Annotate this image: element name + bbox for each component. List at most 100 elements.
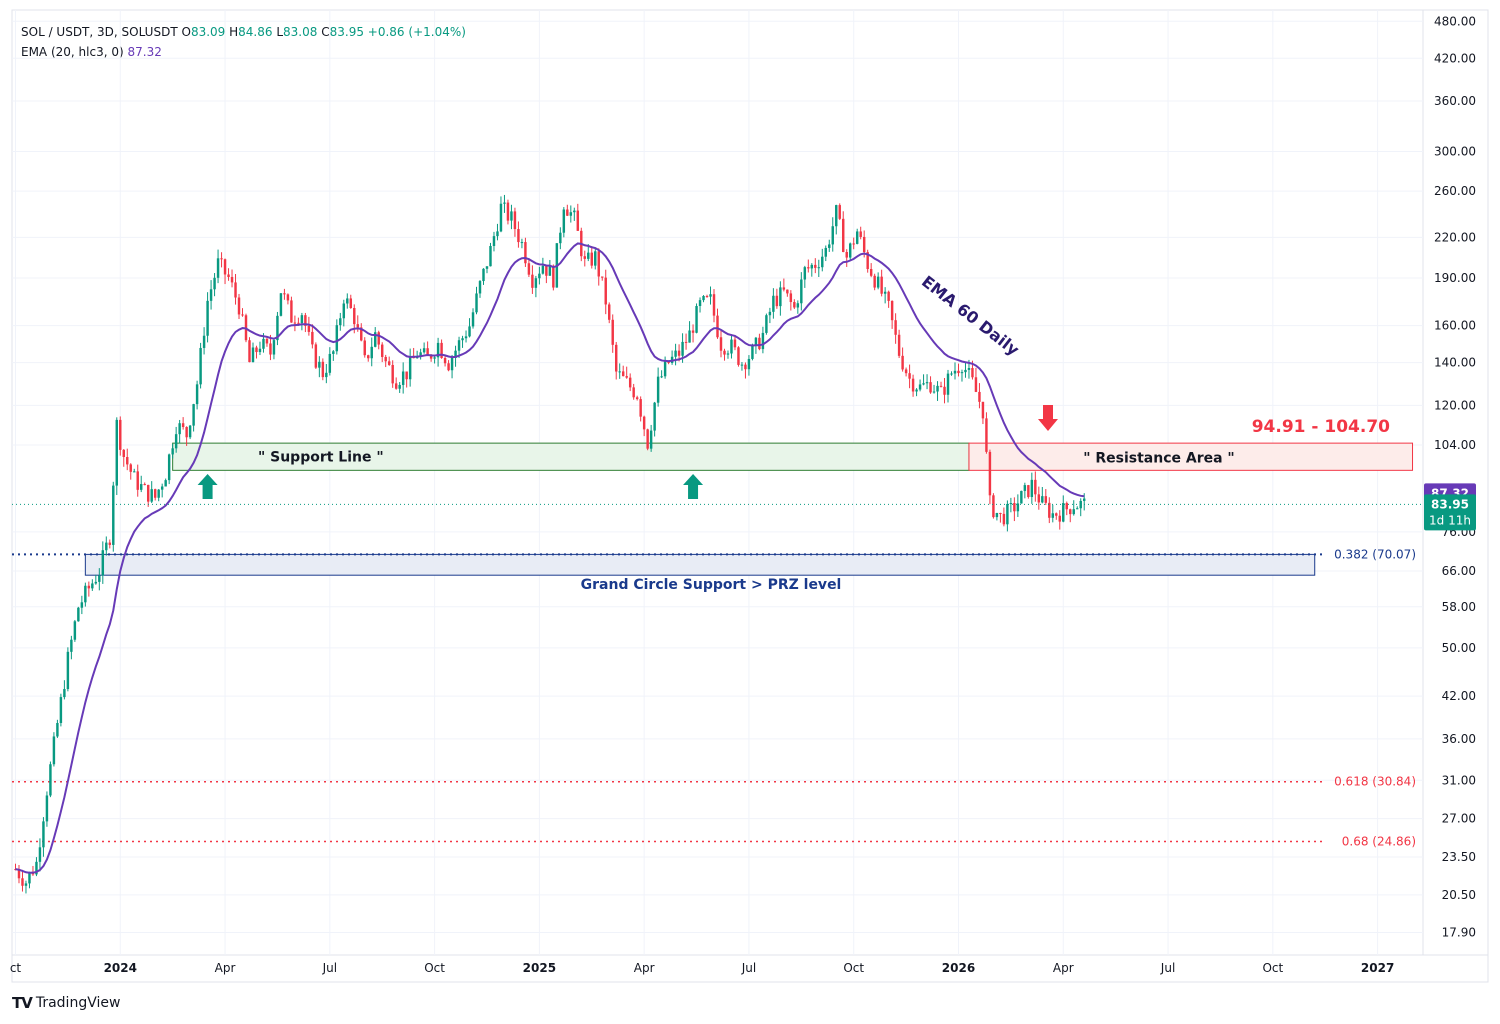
candle-body xyxy=(192,404,195,426)
tradingview-logo[interactable]: 𝗧𝗩 TradingView xyxy=(12,994,120,1012)
candle-down xyxy=(447,360,450,372)
candle-body xyxy=(684,341,688,343)
candle-body xyxy=(356,324,359,328)
candle-up xyxy=(335,319,339,355)
candle-up xyxy=(167,453,171,485)
candle-up xyxy=(876,272,880,290)
y-tick-label: 42.00 xyxy=(1442,689,1476,703)
candle-body xyxy=(119,419,122,450)
candle-up xyxy=(653,401,656,437)
candle-up xyxy=(38,838,42,872)
candle-body xyxy=(873,275,876,288)
candle-down xyxy=(929,376,932,394)
x-tick-label: Jul xyxy=(1160,961,1175,975)
candle-body xyxy=(576,210,580,231)
candle-body xyxy=(66,651,70,690)
candle-body xyxy=(178,423,181,435)
candle-down xyxy=(635,395,639,401)
candle-body xyxy=(419,352,422,357)
candle-body xyxy=(454,350,457,358)
candle-body xyxy=(800,279,803,304)
candle-body xyxy=(751,345,754,359)
candle-up xyxy=(80,595,84,615)
candle-body xyxy=(590,252,593,266)
candle-body xyxy=(793,302,796,308)
x-tick-label: Jul xyxy=(322,961,337,975)
candle-down xyxy=(1037,486,1041,510)
candle-body xyxy=(573,210,576,213)
candle-down xyxy=(31,865,35,876)
candle-down xyxy=(87,581,91,597)
y-tick-label: 20.50 xyxy=(1442,888,1476,902)
candle-up xyxy=(1016,494,1020,517)
candle-body xyxy=(164,480,167,487)
candle-body xyxy=(353,307,356,325)
candle-up xyxy=(325,364,328,384)
candle-body xyxy=(698,300,702,307)
candle-body xyxy=(258,348,262,353)
candle-body xyxy=(401,371,405,385)
candle-down xyxy=(957,363,960,377)
candle-body xyxy=(674,350,677,357)
candle-body xyxy=(859,231,862,237)
candle-body xyxy=(307,325,311,332)
candle-body xyxy=(489,245,492,267)
candle-body xyxy=(559,232,562,244)
candle-down xyxy=(601,276,604,281)
candle-down xyxy=(611,314,614,353)
y-tick-label: 36.00 xyxy=(1442,732,1476,746)
y-tick-label: 260.00 xyxy=(1434,184,1476,198)
candle-down xyxy=(908,364,911,389)
candle-body xyxy=(838,205,841,219)
y-tick-label: 104.00 xyxy=(1434,438,1476,452)
candle-down xyxy=(793,299,796,310)
candle-down xyxy=(705,294,709,298)
candle-up xyxy=(925,374,929,390)
candle-up xyxy=(45,791,49,827)
candle-down xyxy=(614,341,618,380)
candle-body xyxy=(367,355,370,359)
ema-annotation: EMA 60 Daily xyxy=(918,272,1023,360)
candle-down xyxy=(304,312,307,333)
ema-value: 87.32 xyxy=(127,45,162,59)
candle-up xyxy=(1023,482,1027,499)
candle-body xyxy=(450,357,454,371)
candle-body xyxy=(59,697,63,723)
candle-up xyxy=(1062,495,1065,523)
y-tick-label: 360.00 xyxy=(1434,94,1476,108)
candle-body xyxy=(1041,496,1044,503)
candle-body xyxy=(513,211,517,230)
candle-body xyxy=(628,377,632,388)
candle-down xyxy=(789,290,793,311)
candle-down xyxy=(1065,501,1068,516)
candle-body xyxy=(150,489,153,502)
candle-up xyxy=(475,286,478,315)
candle-up xyxy=(730,334,733,359)
candle-body xyxy=(262,338,265,349)
candle-body xyxy=(649,430,653,449)
candle-body xyxy=(475,293,478,313)
candle-body xyxy=(995,512,999,518)
candle-up xyxy=(1006,500,1009,532)
up-arrow-icon xyxy=(683,474,704,499)
candle-body xyxy=(77,607,80,622)
candle-up xyxy=(150,481,153,504)
candle-body xyxy=(782,287,786,290)
candle-body xyxy=(464,336,468,339)
candle-up xyxy=(328,347,332,376)
candle-body xyxy=(422,348,426,353)
candle-body xyxy=(206,300,209,336)
candle-up xyxy=(332,349,335,361)
candle-body xyxy=(1016,503,1020,512)
candle-up xyxy=(482,268,485,285)
candle-body xyxy=(635,397,639,400)
candle-down xyxy=(146,484,150,507)
candle-body xyxy=(744,364,747,370)
candle-down xyxy=(405,371,408,388)
candle-up xyxy=(94,574,98,585)
candle-body xyxy=(925,382,929,384)
candle-down xyxy=(21,869,24,892)
candle-body xyxy=(876,276,880,288)
candle-body xyxy=(705,296,709,298)
